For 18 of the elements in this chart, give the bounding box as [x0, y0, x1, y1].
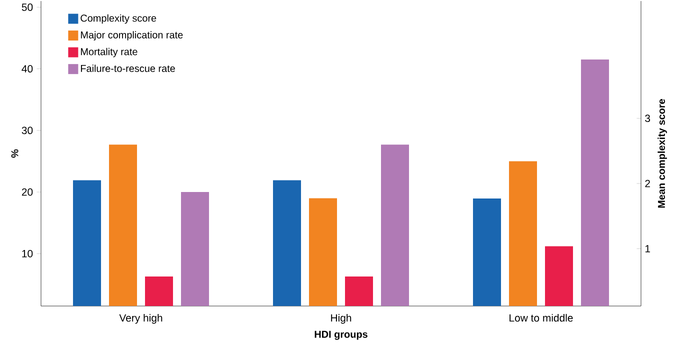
y2-axis-title: Mean complexity score — [658, 99, 667, 208]
x-axis-title: HDI groups — [314, 330, 368, 340]
legend-label: Failure-to-rescue rate — [81, 64, 175, 72]
legend-label: Major complication rate — [81, 31, 183, 40]
legend-label: Complexity score — [80, 14, 156, 24]
x-tick-label: Low to middle — [510, 314, 573, 322]
y-tick-label: 40 — [22, 65, 33, 73]
x-tick-label: High — [331, 314, 352, 324]
y-tick-label: 20 — [22, 188, 33, 196]
y-tick-label: 50 — [22, 3, 33, 11]
legend-label: Mortality rate — [81, 48, 138, 58]
y-tick-label: 30 — [22, 126, 33, 134]
y-axis-title: % — [11, 149, 18, 158]
y2-tick-label: 3 — [645, 114, 650, 122]
y2-tick-label: 2 — [645, 180, 650, 188]
y-tick-label: 10 — [22, 250, 33, 258]
x-tick-label: Very high — [119, 314, 162, 324]
y2-tick-label: 1 — [645, 245, 650, 252]
